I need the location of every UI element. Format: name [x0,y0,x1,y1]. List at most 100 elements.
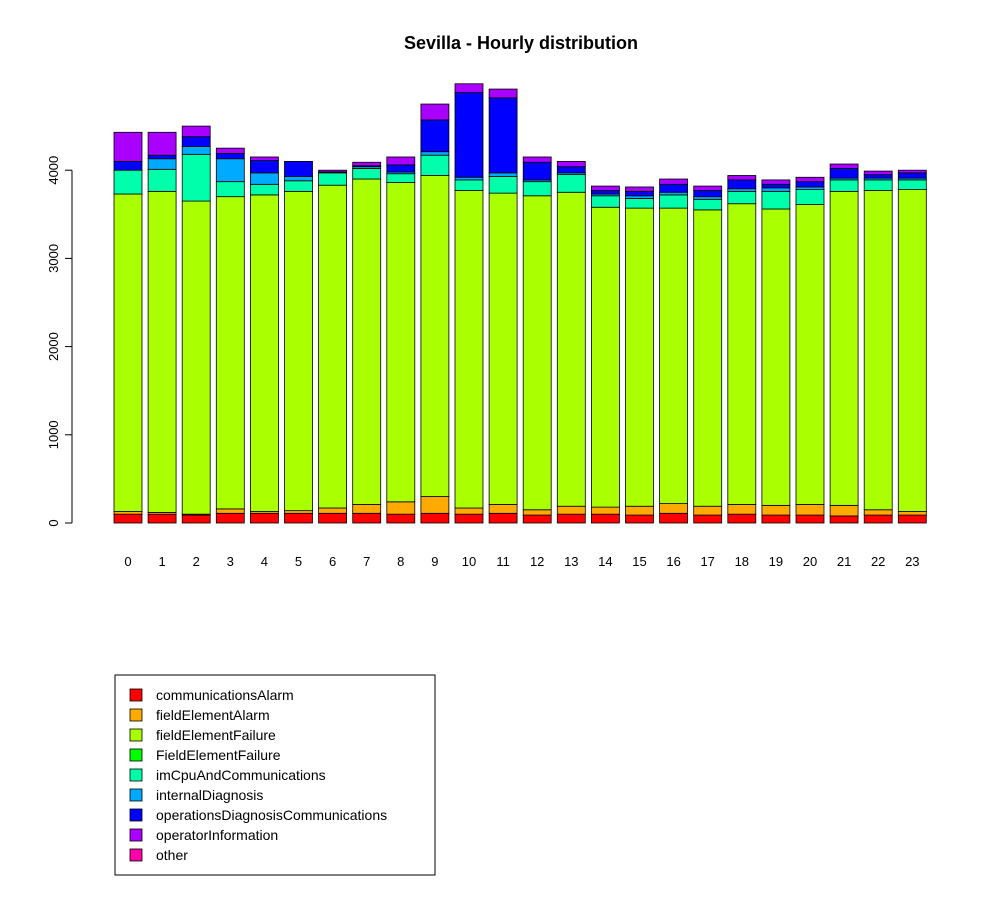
bar-segment-fieldElementAlarm-hour-21 [829,504,859,517]
bar-segment-operatorInformation-hour-7 [352,161,382,167]
bar-segment-operationsDiagnosisCommunications-hour-13 [556,166,586,174]
bar-segment-internalDiagnosis-hour-11 [488,172,518,177]
bar-segment-operatorInformation-hour-17 [693,185,723,191]
bar-segment-communicationsAlarm-hour-10 [454,513,484,524]
bar-segment-operationsDiagnosisCommunications-hour-0 [113,160,143,171]
x-tick-label: 6 [329,554,336,569]
bar-segment-operatorInformation-hour-15 [625,186,654,192]
bar-segment-fieldElementAlarm-hour-6 [318,507,348,514]
bar-segment-communicationsAlarm-hour-23 [897,514,927,524]
bar-segment-operationsDiagnosisCommunications-hour-12 [522,161,552,181]
x-tick-label: 15 [632,554,646,569]
bar-segment-fieldElementFailure-hour-12 [522,195,552,511]
bar-segment-fieldElementAlarm-hour-19 [761,504,791,516]
bar-segment-operatorInformation-hour-1 [147,131,177,156]
bar-segment-fieldElementFailure-hour-0 [113,193,143,512]
bar-segment-operatorInformation-hour-16 [659,178,688,185]
x-tick-label: 22 [871,554,885,569]
bar-segment-imCpuAndCommunications-hour-3 [215,181,245,198]
x-tick-label: 12 [530,554,544,569]
bar-segment-imCpuAndCommunications-hour-20 [795,189,825,205]
legend-swatch-FieldElementFailure [129,748,143,762]
bar-segment-communicationsAlarm-hour-5 [284,512,313,524]
bar-segment-imCpuAndCommunications-hour-14 [591,195,620,208]
bar-segment-operatorInformation-hour-0 [113,131,143,162]
bar-segment-imCpuAndCommunications-hour-13 [556,174,586,193]
legend-label-fieldElementAlarm: fieldElementAlarm [156,707,270,723]
bar-segment-operationsDiagnosisCommunications-hour-20 [795,181,825,188]
bar-segment-operatorInformation-hour-8 [386,156,416,166]
bar-segment-communicationsAlarm-hour-2 [181,514,211,524]
bar-segment-fieldElementFailure-hour-13 [556,191,586,507]
legend-label-operatorInformation: operatorInformation [156,827,278,843]
bar-segment-fieldElementAlarm-hour-13 [556,505,586,515]
bar-segment-operationsDiagnosisCommunications-hour-19 [761,183,791,189]
bar-segment-communicationsAlarm-hour-6 [318,512,348,524]
x-tick-label: 21 [837,554,851,569]
bar-segment-communicationsAlarm-hour-11 [488,512,518,524]
x-tick-label: 11 [496,554,510,569]
bar-segment-operatorInformation-hour-13 [556,160,586,168]
bar-segment-fieldElementAlarm-hour-14 [591,506,620,515]
bar-segment-operationsDiagnosisCommunications-hour-16 [659,183,688,193]
bar-segment-internalDiagnosis-hour-10 [454,176,484,181]
bar-segment-communicationsAlarm-hour-8 [386,513,416,524]
x-tick-label: 16 [666,554,680,569]
bar-segment-operatorInformation-hour-12 [522,156,552,163]
x-tick-label: 5 [295,554,302,569]
bar-segment-communicationsAlarm-hour-13 [556,513,586,524]
bar-segment-imCpuAndCommunications-hour-12 [522,181,552,197]
y-tick-label: 2000 [46,332,61,361]
legend-swatch-communicationsAlarm [129,688,143,702]
bar-segment-operationsDiagnosisCommunications-hour-18 [727,179,757,190]
bar-segment-imCpuAndCommunications-hour-17 [693,198,723,211]
bar-segment-imCpuAndCommunications-hour-16 [659,194,688,209]
bars-layer [113,83,927,524]
legend-swatch-internalDiagnosis [129,788,143,802]
bar-segment-operationsDiagnosisCommunications-hour-17 [693,190,723,198]
legend-swatch-operationsDiagnosisCommunications [129,808,143,822]
x-tick-label: 20 [803,554,817,569]
bar-segment-fieldElementAlarm-hour-12 [522,509,552,516]
x-tick-label: 7 [363,554,370,569]
bar-segment-communicationsAlarm-hour-1 [147,513,177,524]
bar-segment-operationsDiagnosisCommunications-hour-9 [420,119,450,153]
bar-segment-operatorInformation-hour-6 [318,169,348,173]
bar-segment-fieldElementAlarm-hour-15 [625,505,654,516]
bar-segment-fieldElementAlarm-hour-17 [693,505,723,516]
x-tick-label: 8 [397,554,404,569]
legend-label-operationsDiagnosisCommunications: operationsDiagnosisCommunications [156,807,387,823]
bar-segment-fieldElementFailure-hour-8 [386,182,416,503]
bar-segment-operatorInformation-hour-3 [215,147,245,154]
legend-swatch-operatorInformation [129,828,143,842]
legend-label-fieldElementFailure: fieldElementFailure [156,727,276,743]
x-tick-label: 13 [564,554,578,569]
bar-segment-operatorInformation-hour-23 [897,169,927,174]
bar-segment-operationsDiagnosisCommunications-hour-4 [249,160,279,174]
bar-segment-operationsDiagnosisCommunications-hour-8 [386,164,416,173]
bar-segment-communicationsAlarm-hour-18 [727,513,757,524]
legend-swatch-other [129,848,143,862]
legend-swatch-imCpuAndCommunications [129,768,143,782]
x-tick-label: 10 [462,554,476,569]
legend-label-internalDiagnosis: internalDiagnosis [156,787,263,803]
x-tick-label: 23 [905,554,919,569]
bar-segment-fieldElementFailure-hour-22 [863,190,893,511]
bar-segment-communicationsAlarm-hour-17 [693,514,723,524]
x-tick-label: 0 [124,554,131,569]
bar-segment-communicationsAlarm-hour-15 [625,514,654,524]
legend-label-other: other [156,847,188,863]
bar-segment-fieldElementFailure-hour-1 [147,190,177,513]
bar-segment-operatorInformation-hour-9 [420,103,450,121]
legend-label-imCpuAndCommunications: imCpuAndCommunications [156,767,326,783]
x-axis-labels: 0 1 2 3 4 5 6 7 8 9 10 11 12 13 14 15 16 17 18 19 20 21 22 23 [124,554,919,569]
bar-segment-fieldElementFailure-hour-2 [181,200,211,515]
x-tick-label: 4 [261,554,268,569]
bar-segment-fieldElementAlarm-hour-3 [215,508,245,514]
bar-segment-operationsDiagnosisCommunications-hour-15 [625,190,654,197]
bar-segment-communicationsAlarm-hour-19 [761,514,791,524]
x-tick-label: 18 [735,554,749,569]
bar-segment-fieldElementFailure-hour-7 [352,178,382,505]
